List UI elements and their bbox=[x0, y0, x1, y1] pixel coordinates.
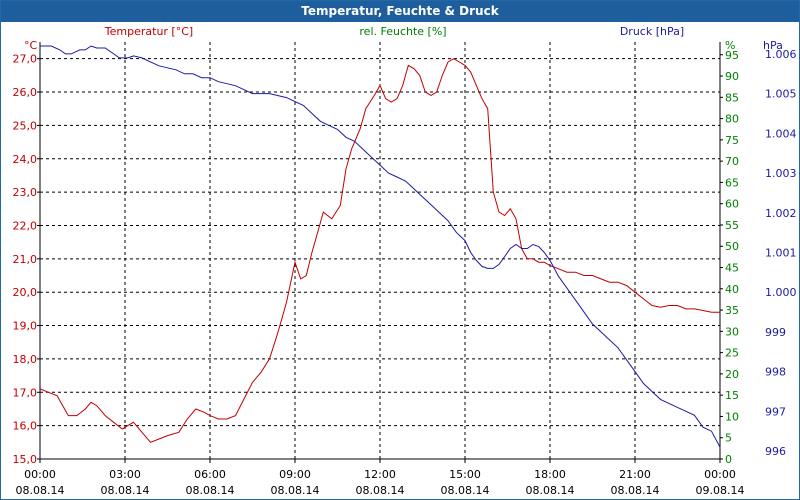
humidity-tick-label: 70 bbox=[725, 155, 739, 168]
humidity-tick-label: 60 bbox=[725, 198, 739, 211]
humidity-tick-label: 85 bbox=[725, 91, 739, 104]
pressure-tick-label: 996 bbox=[765, 445, 786, 458]
temperature-tick-label: 27,0 bbox=[13, 53, 38, 66]
pressure-axis-label: Druck [hPa] bbox=[620, 25, 684, 38]
x-tick-date: 08.08.14 bbox=[16, 484, 65, 497]
humidity-tick-labels: 0 5 10 15 20 25 30 35 40 45 50 55 60 65 70 75 80 85 90 95 bbox=[720, 49, 739, 466]
temperature-tick-label: 23,0 bbox=[13, 186, 38, 199]
series-line-temperatur bbox=[39, 58, 720, 443]
humidity-tick-label: 55 bbox=[725, 219, 739, 232]
pressure-tick-label: 1.000 bbox=[765, 286, 797, 299]
temperature-axis-label: Temperatur [°C] bbox=[104, 25, 193, 38]
x-tick-date: 08.08.14 bbox=[101, 484, 150, 497]
humidity-tick-label: 25 bbox=[725, 347, 739, 360]
chart-canvas: Temperatur [°C] rel. Feuchte [%] Druck [… bbox=[13, 25, 797, 497]
humidity-tick-label: 30 bbox=[725, 325, 739, 338]
humidity-tick-label: 75 bbox=[725, 134, 739, 147]
series-lines bbox=[39, 45, 721, 448]
humidity-tick-label: 80 bbox=[725, 113, 739, 126]
pressure-tick-label: 1.003 bbox=[765, 167, 797, 180]
pressure-tick-label: 1.002 bbox=[765, 207, 797, 220]
pressure-tick-label: 1.001 bbox=[765, 246, 797, 259]
humidity-tick-label: 65 bbox=[725, 176, 739, 189]
temperature-tick-label: 26,0 bbox=[13, 86, 38, 99]
humidity-tick-label: 50 bbox=[725, 240, 739, 253]
humidity-tick-label: 0 bbox=[725, 453, 732, 466]
humidity-tick-label: 95 bbox=[725, 49, 739, 62]
humidity-tick-label: 35 bbox=[725, 304, 739, 317]
humidity-tick-label: 40 bbox=[725, 283, 739, 296]
humidity-axis-label: rel. Feuchte [%] bbox=[359, 25, 446, 38]
humidity-tick-label: 15 bbox=[725, 389, 739, 402]
pressure-tick-label: 1.004 bbox=[765, 127, 797, 140]
grid-lines bbox=[40, 42, 720, 459]
temperature-tick-labels: 15,0 16,0 17,0 18,0 19,0 20,0 21,0 22,0 23,0 24,0… bbox=[13, 53, 40, 466]
temperature-tick-label: 16,0 bbox=[13, 420, 38, 433]
temperature-unit: °C bbox=[24, 39, 38, 52]
pressure-tick-label: 1.006 bbox=[765, 48, 797, 61]
humidity-tick-label: 10 bbox=[725, 410, 739, 423]
pressure-tick-label: 1.005 bbox=[765, 88, 797, 101]
temperature-tick-label: 18,0 bbox=[13, 353, 38, 366]
pressure-unit: hPa bbox=[763, 39, 783, 52]
series-line-druck bbox=[40, 45, 721, 448]
x-tick-date: 08.08.14 bbox=[526, 484, 575, 497]
humidity-tick-label: 45 bbox=[725, 262, 739, 275]
x-tick-date: 08.08.14 bbox=[441, 484, 490, 497]
humidity-tick-label: 20 bbox=[725, 368, 739, 381]
humidity-tick-label: 90 bbox=[725, 70, 739, 83]
x-tick-time: 00:00 bbox=[24, 468, 56, 481]
x-tick-date: 08.08.14 bbox=[356, 484, 405, 497]
temperature-tick-label: 22,0 bbox=[13, 219, 38, 232]
x-tick-time: 18:00 bbox=[534, 468, 566, 481]
chart-title: Temperatur, Feuchte & Druck bbox=[1, 1, 799, 22]
x-tick-time: 03:00 bbox=[109, 468, 141, 481]
pressure-tick-labels: 996 997 998 999 1.000 1.001 1.002 1.003 1.004 1.0… bbox=[765, 48, 797, 458]
temperature-tick-label: 20,0 bbox=[13, 286, 38, 299]
x-tick-date: 08.08.14 bbox=[611, 484, 660, 497]
x-tick-time: 15:00 bbox=[449, 468, 481, 481]
x-tick-date: 09.08.14 bbox=[696, 484, 745, 497]
x-tick-time: 21:00 bbox=[619, 468, 651, 481]
x-tick-time: 12:00 bbox=[364, 468, 396, 481]
x-tick-time: 09:00 bbox=[279, 468, 311, 481]
humidity-tick-label: 5 bbox=[725, 432, 732, 445]
temperature-tick-label: 24,0 bbox=[13, 153, 38, 166]
x-tick-time: 06:00 bbox=[194, 468, 226, 481]
x-tick-date: 08.08.14 bbox=[186, 484, 235, 497]
temperature-tick-label: 25,0 bbox=[13, 119, 38, 132]
x-tick-time: 00:00 bbox=[704, 468, 736, 481]
pressure-tick-label: 997 bbox=[765, 405, 786, 418]
x-tick-labels: 00:00 08.08.14 03:00 08.08.14 06:00 08.08.14 0… bbox=[16, 459, 745, 497]
temperature-tick-label: 17,0 bbox=[13, 386, 38, 399]
x-tick-date: 08.08.14 bbox=[271, 484, 320, 497]
pressure-tick-label: 999 bbox=[765, 326, 786, 339]
pressure-tick-label: 998 bbox=[765, 366, 786, 379]
temperature-tick-label: 21,0 bbox=[13, 253, 38, 266]
temperature-tick-label: 15,0 bbox=[13, 453, 38, 466]
temperature-tick-label: 19,0 bbox=[13, 320, 38, 333]
humidity-unit: % bbox=[725, 39, 735, 52]
